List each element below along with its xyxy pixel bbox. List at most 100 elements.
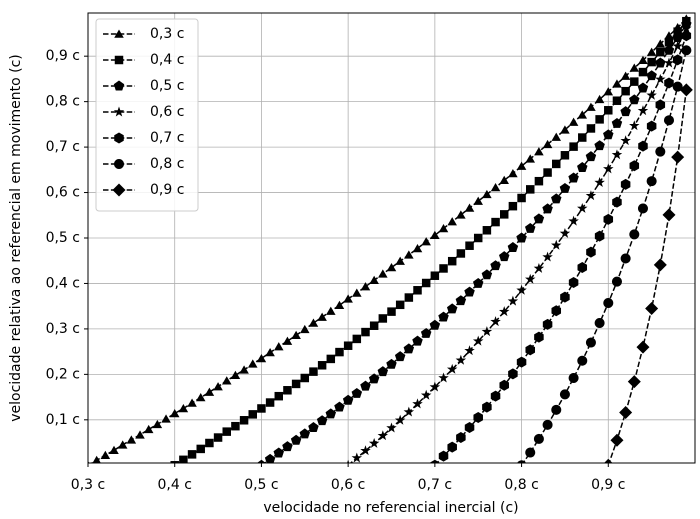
marker [663, 57, 675, 68]
marker [525, 273, 536, 284]
marker [655, 146, 666, 157]
marker [403, 406, 415, 417]
grid [87, 13, 695, 463]
marker [620, 106, 631, 117]
marker [577, 202, 588, 213]
marker [256, 459, 266, 463]
y-tick-label: 0,9 c [46, 48, 80, 64]
marker [395, 300, 405, 310]
ticks: 0,3 c 0,4 c 0,5 c 0,6 c 0,7 c 0,8 c 0,9 c 0,1 c… [46, 48, 626, 493]
x-tick-label: 0,6 c [331, 477, 365, 493]
marker [439, 264, 448, 273]
marker [316, 415, 328, 426]
marker [360, 380, 371, 391]
marker [490, 260, 501, 271]
marker [627, 375, 641, 389]
marker [585, 337, 596, 348]
marker [300, 373, 310, 383]
marker [404, 293, 414, 302]
marker [300, 324, 310, 334]
marker [612, 196, 622, 208]
marker [221, 376, 232, 385]
marker [568, 215, 579, 226]
marker [438, 223, 449, 233]
series-line [349, 28, 688, 463]
marker [679, 83, 693, 97]
marker [604, 458, 613, 463]
marker [195, 393, 206, 402]
marker [213, 382, 223, 391]
x-axis-label: velocidade no referencial inercial (c) [263, 500, 518, 516]
marker [516, 284, 527, 295]
marker [620, 178, 631, 190]
marker [482, 189, 492, 199]
x-tick-label: 0,5 c [244, 477, 278, 493]
marker [595, 115, 604, 124]
marker [464, 203, 475, 212]
marker [257, 404, 266, 413]
marker [387, 307, 396, 316]
marker [672, 32, 683, 42]
marker [291, 379, 301, 389]
legend-marker [112, 183, 126, 197]
marker [326, 306, 336, 315]
marker [638, 55, 648, 65]
marker [264, 453, 276, 463]
marker [638, 67, 648, 77]
series-line [176, 20, 687, 463]
marker [456, 432, 466, 444]
marker [473, 412, 483, 424]
marker [499, 175, 509, 185]
marker [482, 401, 492, 413]
marker [473, 233, 483, 243]
marker [577, 162, 588, 172]
legend: 0,3 c 0,4 c 0,5 c 0,6 c 0,7 c 0,8 c 0,9 c [95, 18, 199, 212]
marker [603, 87, 614, 96]
marker [412, 335, 423, 346]
marker [620, 71, 631, 80]
marker [100, 450, 111, 460]
marker [455, 295, 467, 306]
marker [421, 237, 431, 246]
y-tick-label: 0,1 c [46, 412, 80, 428]
marker [205, 438, 214, 448]
plot-area [88, 14, 693, 463]
legend-label: 0,6 c [150, 104, 184, 120]
marker [664, 31, 674, 40]
marker [283, 386, 292, 395]
marker [604, 106, 613, 115]
marker [629, 94, 640, 105]
marker [611, 276, 622, 287]
marker [369, 321, 379, 330]
marker [368, 373, 380, 384]
marker [516, 161, 527, 170]
marker [456, 249, 466, 258]
marker [568, 172, 579, 183]
marker [413, 286, 422, 295]
marker [352, 334, 362, 344]
marker [274, 342, 284, 351]
marker [360, 445, 371, 456]
marker [395, 256, 405, 265]
marker [516, 232, 527, 243]
marker [499, 210, 509, 219]
marker [586, 246, 596, 258]
marker [646, 89, 657, 100]
marker [222, 427, 231, 436]
marker [368, 437, 380, 448]
legend-marker [114, 159, 124, 169]
marker [620, 253, 631, 264]
marker [473, 196, 483, 205]
marker [446, 303, 458, 314]
marker [143, 424, 154, 434]
marker [265, 348, 275, 357]
marker [464, 286, 475, 297]
marker [559, 182, 571, 193]
marker [508, 168, 518, 178]
marker [490, 390, 501, 402]
marker [92, 455, 101, 463]
marker [542, 419, 553, 430]
marker [420, 327, 432, 338]
marker [551, 132, 562, 141]
marker [464, 345, 475, 356]
